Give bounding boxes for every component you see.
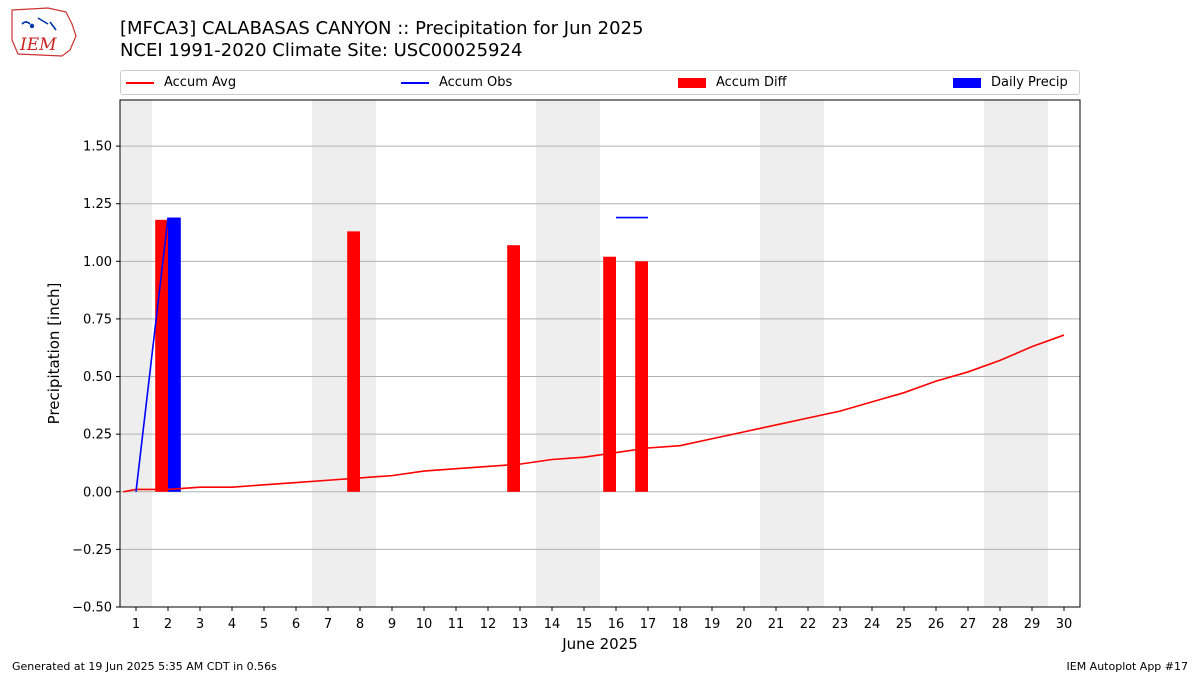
- y-tick-label-3: 0.25: [83, 428, 112, 443]
- y-tick-label-5: 0.75: [83, 312, 112, 327]
- weekend-band-3: [536, 100, 600, 607]
- footer-app: IEM Autoplot App #17: [1066, 660, 1189, 673]
- axes-frame: [119, 99, 1081, 608]
- x-tick-label-9: 9: [388, 617, 396, 632]
- x-tick-label-5: 5: [260, 617, 268, 632]
- x-tick-label-14: 14: [544, 617, 561, 632]
- x-tick-label-19: 19: [704, 617, 721, 632]
- x-tick-label-7: 7: [324, 617, 332, 632]
- x-tick-label-16: 16: [608, 617, 625, 632]
- legend-item-accum-avg: Accum Avg: [126, 71, 236, 94]
- y-axis-label: Precipitation [inch]: [45, 283, 63, 425]
- y-tick-label-6: 1.00: [83, 255, 112, 270]
- legend-swatch-accum-obs: [401, 81, 429, 84]
- y-tick-label-2: 0.00: [83, 485, 112, 500]
- accum-avg-line: [123, 334, 1065, 493]
- x-tick-label-23: 23: [832, 617, 849, 632]
- legend-label-accum-avg: Accum Avg: [164, 75, 237, 90]
- x-tick-label-11: 11: [448, 617, 465, 632]
- x-tick-label-18: 18: [672, 617, 689, 632]
- y-tick-label-1: −0.25: [72, 543, 112, 558]
- chart-title: [MFCA3] CALABASAS CANYON :: Precipitatio…: [120, 18, 643, 62]
- daily-precip-bar-day-2: [168, 217, 181, 492]
- legend-swatch-daily-precip: [953, 77, 981, 88]
- legend-item-daily-precip: Daily Precip: [953, 71, 1068, 94]
- x-tick-label-28: 28: [992, 617, 1009, 632]
- x-tick-label-21: 21: [768, 617, 785, 632]
- weekend-band-4: [760, 100, 824, 607]
- x-tick-label-29: 29: [1024, 617, 1041, 632]
- plot-area: [123, 216, 1065, 493]
- x-tick-label-20: 20: [736, 617, 753, 632]
- legend-item-accum-diff: Accum Diff: [678, 71, 787, 94]
- x-tick-label-10: 10: [416, 617, 433, 632]
- x-tick-label-26: 26: [928, 617, 945, 632]
- svg-text:IEM: IEM: [19, 35, 57, 55]
- legend-swatch-accum-avg: [126, 81, 154, 84]
- y-tick-label-8: 1.50: [83, 140, 112, 155]
- y-tick-label-4: 0.50: [83, 370, 112, 385]
- x-tick-label-3: 3: [196, 617, 204, 632]
- x-tick-label-6: 6: [292, 617, 300, 632]
- x-axis-label: June 2025: [561, 635, 638, 653]
- accum-diff-bar-day-8: [347, 231, 360, 492]
- x-tick-label-27: 27: [960, 617, 977, 632]
- legend-swatch-accum-diff: [678, 77, 706, 88]
- x-tick-label-2: 2: [164, 617, 172, 632]
- x-tick-label-24: 24: [864, 617, 881, 632]
- accum-diff-bar-day-13: [507, 245, 520, 492]
- x-tick-label-17: 17: [640, 617, 657, 632]
- x-tick-label-15: 15: [576, 617, 593, 632]
- accum-obs-line-segment-1: [135, 217, 169, 492]
- x-tick-label-1: 1: [132, 617, 140, 632]
- title-line-1: [MFCA3] CALABASAS CANYON :: Precipitatio…: [120, 18, 644, 39]
- footer-generated: Generated at 19 Jun 2025 5:35 AM CDT in …: [12, 660, 277, 673]
- x-tick-label-25: 25: [896, 617, 913, 632]
- y-tick-label-0: −0.50: [72, 601, 112, 616]
- legend-item-accum-obs: Accum Obs: [401, 71, 512, 94]
- y-tick-label-7: 1.25: [83, 197, 112, 212]
- x-tick-label-4: 4: [228, 617, 236, 632]
- legend-label-accum-diff: Accum Diff: [716, 75, 787, 90]
- x-tick-label-13: 13: [512, 617, 529, 632]
- x-tick-label-8: 8: [356, 617, 364, 632]
- accum-diff-bar-day-16: [603, 256, 616, 492]
- weekend-band-1: [120, 100, 152, 607]
- accum-diff-bar-day-17: [635, 261, 648, 492]
- x-tick-label-22: 22: [800, 617, 817, 632]
- chart-legend: Accum Avg Accum Obs Accum Diff Daily Pre…: [120, 70, 1080, 95]
- iem-logo: IEM: [8, 6, 80, 58]
- x-tick-label-30: 30: [1056, 617, 1073, 632]
- legend-label-accum-obs: Accum Obs: [439, 75, 513, 90]
- title-line-2: NCEI 1991-2020 Climate Site: USC00025924: [120, 40, 523, 61]
- weekend-band-2: [312, 100, 376, 607]
- x-tick-label-12: 12: [480, 617, 497, 632]
- legend-label-daily-precip: Daily Precip: [991, 75, 1068, 90]
- accum-diff-bar-day-2: [155, 219, 168, 492]
